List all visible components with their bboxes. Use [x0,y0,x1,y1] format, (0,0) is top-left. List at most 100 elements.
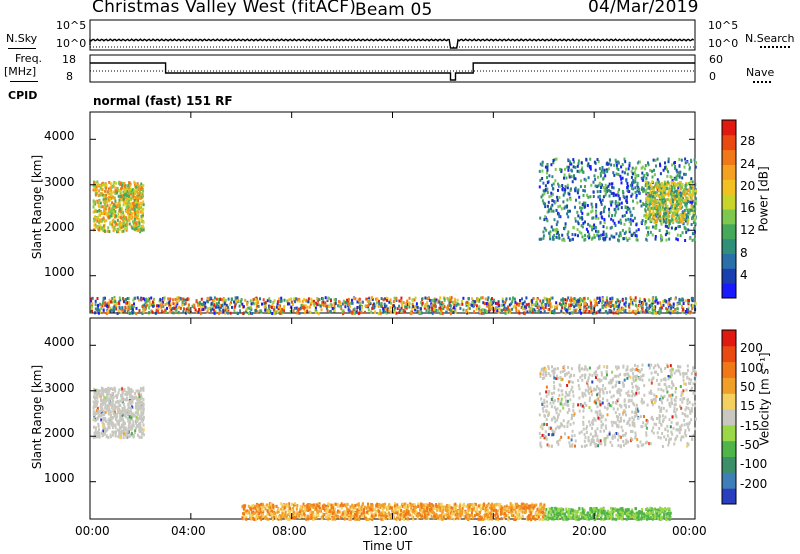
scatter-cell [552,228,554,232]
scatter-cell [658,203,661,207]
scatter-cell [690,378,693,382]
scatter-cell [477,306,480,310]
scatter-cell [576,169,579,173]
scatter-cell [564,225,567,229]
scatter-cell [222,308,225,312]
scatter-cell [512,305,515,309]
scatter-cell [123,430,126,434]
scatter-cell [624,230,627,234]
scatter-cell [96,431,99,435]
scatter-cell [226,311,229,315]
scatter-cell [603,365,606,369]
scatter-cell [597,310,600,314]
scatter-cell [203,302,205,306]
scatter-cell [136,203,139,207]
scatter-cell [438,300,441,304]
scatter-cell [625,210,628,214]
scatter-cell [408,296,411,300]
scatter-cell [686,218,688,222]
scatter-cell [131,304,134,308]
scatter-cell [122,190,125,194]
scatter-cell [632,377,635,381]
scatter-cell [680,198,683,202]
scatter-cell [142,423,145,427]
scatter-cell [571,385,574,389]
scatter-cell [99,409,102,413]
scatter-cell [634,409,637,413]
scatter-cell [646,180,648,184]
scatter-cell [276,300,279,304]
scatter-cell [110,214,113,218]
scatter-cell [114,210,117,214]
scatter-cell [574,186,577,190]
scatter-cell [690,418,693,422]
scatter-cell [558,302,561,306]
scatter-cell [684,157,687,161]
scatter-cell [568,209,571,213]
scatter-cell [411,302,414,306]
scatter-cell [342,311,345,315]
scatter-cell [188,303,190,307]
scatter-cell [148,304,151,308]
scatter-cell [493,298,496,302]
scatter-cell [543,310,546,314]
scatter-cell [686,201,689,205]
scatter-cell [177,310,180,314]
scatter-cell [538,185,541,189]
scatter-cell [666,220,669,224]
scatter-cell [118,428,121,432]
scatter-cell [681,205,684,209]
scatter-cell [567,158,570,162]
scatter-cell [612,377,614,381]
scatter-cell [605,234,608,238]
scatter-cell [106,393,109,397]
scatter-cell [555,227,558,231]
scatter-cell [586,204,589,207]
scatter-cell [433,306,436,309]
scatter-cell [426,307,429,311]
scatter-cell [614,208,617,212]
scatter-cell [431,307,434,311]
scatter-cell [632,187,635,191]
scatter-cell [648,206,651,210]
scatter-cell [107,215,110,219]
scatter-cell [684,372,686,376]
scatter-cell [695,189,697,193]
scatter-cell [137,396,140,400]
scatter-cell [584,185,586,188]
scatter-cell [117,428,120,432]
scatter-cell [664,203,667,207]
scatter-cell [139,210,142,214]
scatter-cell [109,197,112,201]
scatter-cell [141,224,144,228]
scatter-cell [679,213,682,217]
scatter-cell [692,205,695,209]
scatter-cell [545,437,548,441]
scatter-cell [603,376,605,380]
scatter-cell [580,168,583,172]
scatter-cell [653,401,656,405]
scatter-cell [556,425,559,429]
scatter-cell [552,209,555,213]
scatter-cell [563,173,566,177]
scatter-cell [684,161,687,165]
scatter-cell [676,422,679,426]
scatter-cell [97,422,100,426]
scatter-cell [570,175,573,179]
scatter-cell [661,205,664,209]
scatter-cell [563,239,566,242]
scatter-cell [118,204,121,208]
scatter-cell [583,203,586,207]
scatter-cell [634,431,637,435]
scatter-cell [137,223,140,227]
scatter-cell [127,297,130,300]
scatter-cell [668,190,671,194]
scatter-cell [357,300,360,304]
scatter-cell [618,435,621,438]
scatter-cell [624,301,627,305]
scatter-cell [108,230,111,233]
scatter-cell [608,207,610,211]
scatter-cell [608,390,611,394]
scatter-cell [545,394,548,398]
scatter-cell [588,165,591,169]
